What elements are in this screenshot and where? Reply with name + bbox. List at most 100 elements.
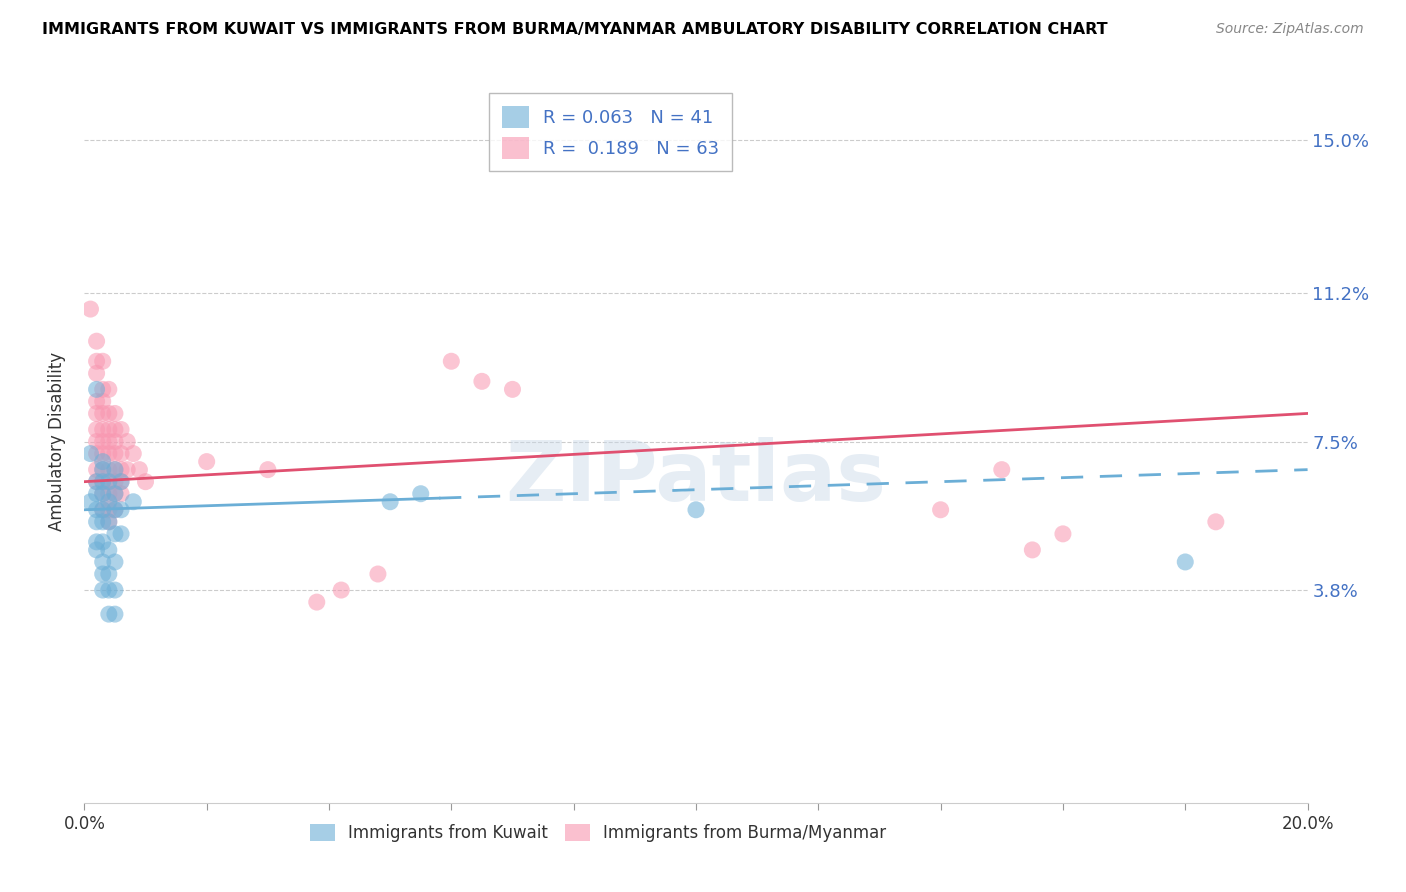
Point	[97, 462, 120, 476]
Point	[330, 583, 353, 598]
Point	[97, 423, 120, 437]
Point	[305, 595, 328, 609]
Point	[135, 475, 157, 489]
Point	[86, 334, 108, 348]
Point	[110, 503, 132, 517]
Point	[86, 487, 108, 501]
Point	[104, 555, 127, 569]
Point	[91, 407, 114, 421]
Point	[86, 434, 108, 449]
Point	[110, 423, 132, 437]
Point	[110, 475, 132, 489]
Point	[86, 407, 108, 421]
Point	[110, 526, 132, 541]
Point	[91, 462, 114, 476]
Point	[110, 446, 132, 460]
Point	[104, 503, 127, 517]
Point	[104, 475, 127, 489]
Point	[104, 407, 127, 421]
Y-axis label: Ambulatory Disability: Ambulatory Disability	[48, 352, 66, 531]
Text: IMMIGRANTS FROM KUWAIT VS IMMIGRANTS FROM BURMA/MYANMAR AMBULATORY DISABILITY CO: IMMIGRANTS FROM KUWAIT VS IMMIGRANTS FRO…	[42, 22, 1108, 37]
Point	[79, 494, 101, 508]
Point	[128, 462, 150, 476]
Point	[991, 462, 1014, 476]
Point	[1021, 542, 1043, 557]
Point	[79, 446, 101, 460]
Point	[104, 434, 127, 449]
Point	[91, 423, 114, 437]
Point	[97, 583, 120, 598]
Point	[195, 454, 218, 469]
Point	[104, 462, 127, 476]
Point	[91, 454, 114, 469]
Point	[97, 487, 120, 501]
Point	[91, 567, 114, 582]
Point	[502, 382, 524, 396]
Point	[86, 354, 108, 368]
Point	[91, 462, 114, 476]
Point	[104, 423, 127, 437]
Point	[257, 462, 280, 476]
Point	[104, 526, 127, 541]
Point	[86, 462, 108, 476]
Point	[91, 487, 114, 501]
Point	[91, 394, 114, 409]
Point	[380, 494, 402, 508]
Point	[122, 446, 145, 460]
Point	[97, 494, 120, 508]
Point	[110, 487, 132, 501]
Point	[86, 542, 108, 557]
Point	[1174, 555, 1197, 569]
Point	[91, 434, 114, 449]
Point	[104, 607, 127, 622]
Point	[104, 487, 127, 501]
Point	[91, 515, 114, 529]
Point	[471, 375, 494, 389]
Point	[97, 503, 120, 517]
Legend: Immigrants from Kuwait, Immigrants from Burma/Myanmar: Immigrants from Kuwait, Immigrants from …	[304, 817, 893, 848]
Point	[110, 462, 132, 476]
Point	[97, 542, 120, 557]
Point	[104, 583, 127, 598]
Point	[79, 301, 101, 317]
Point	[86, 382, 108, 396]
Point	[91, 354, 114, 368]
Point	[104, 462, 127, 476]
Point	[97, 434, 120, 449]
Point	[91, 583, 114, 598]
Point	[91, 503, 114, 517]
Point	[440, 354, 463, 368]
Point	[104, 487, 127, 501]
Point	[97, 607, 120, 622]
Point	[86, 503, 108, 517]
Point	[97, 407, 120, 421]
Point	[86, 446, 108, 460]
Point	[409, 487, 432, 501]
Point	[104, 446, 127, 460]
Point	[91, 475, 114, 489]
Point	[97, 382, 120, 396]
Point	[91, 487, 114, 501]
Point	[1052, 526, 1074, 541]
Point	[86, 423, 108, 437]
Point	[97, 515, 120, 529]
Point	[122, 494, 145, 508]
Point	[1205, 515, 1227, 529]
Point	[86, 515, 108, 529]
Point	[91, 475, 114, 489]
Text: ZIPatlas: ZIPatlas	[506, 437, 886, 518]
Point	[86, 394, 108, 409]
Point	[91, 382, 114, 396]
Point	[91, 534, 114, 549]
Point	[110, 475, 132, 489]
Point	[685, 503, 707, 517]
Point	[86, 534, 108, 549]
Point	[86, 475, 108, 489]
Point	[91, 446, 114, 460]
Point	[91, 555, 114, 569]
Point	[86, 366, 108, 380]
Point	[97, 475, 120, 489]
Point	[86, 475, 108, 489]
Point	[115, 434, 138, 449]
Point	[929, 503, 952, 517]
